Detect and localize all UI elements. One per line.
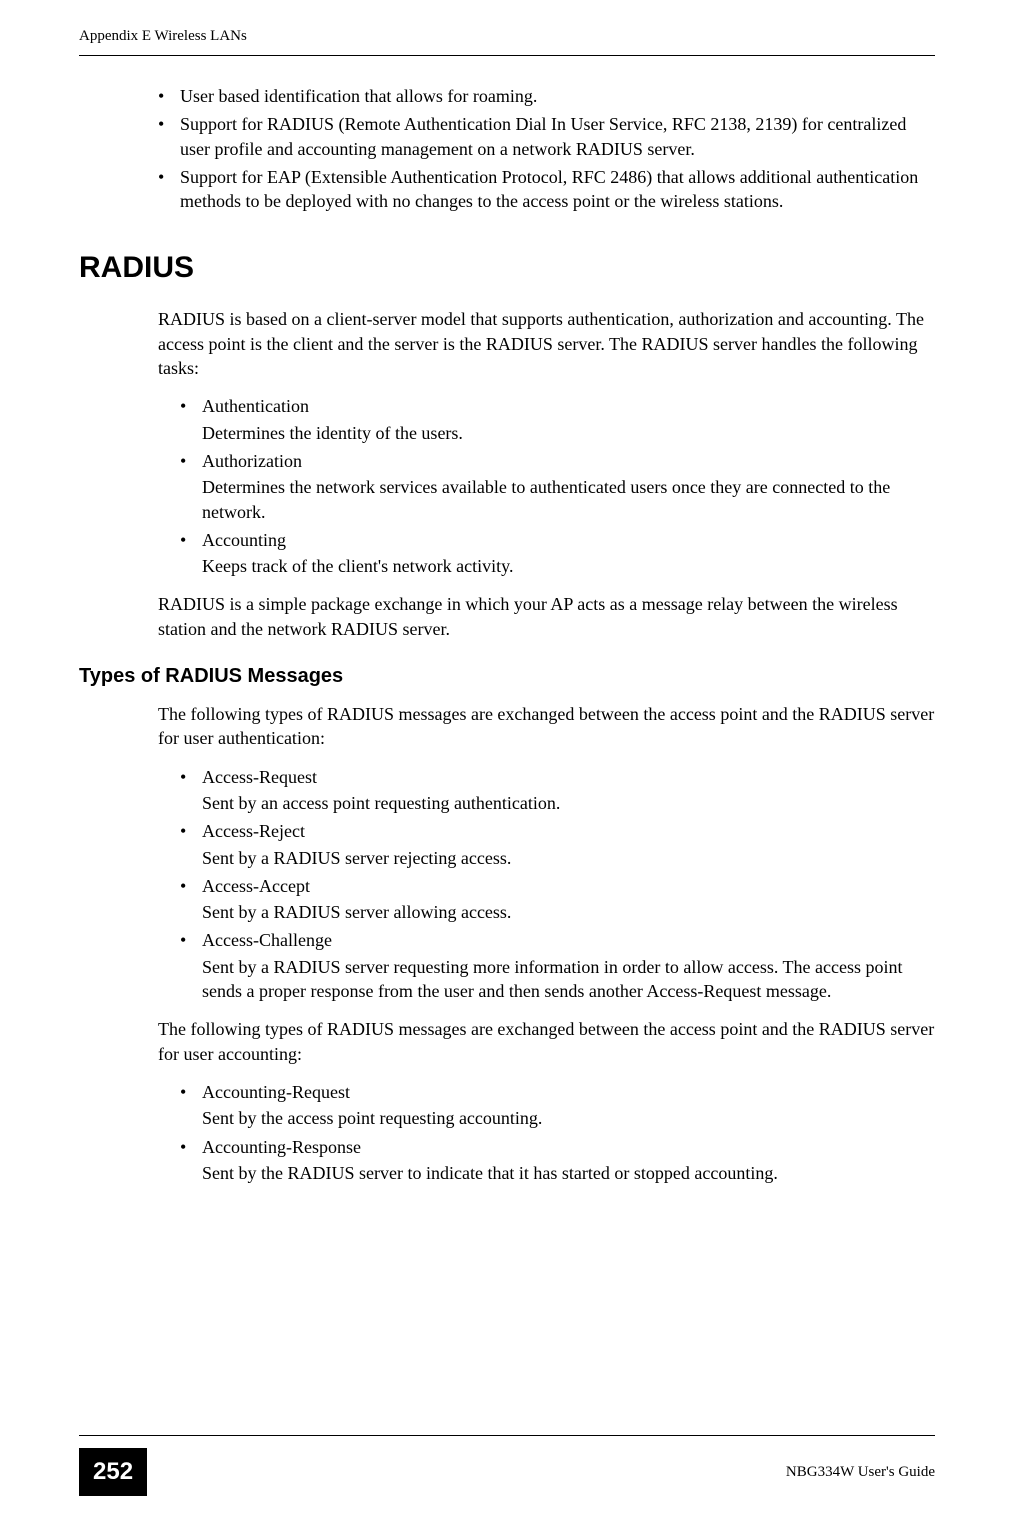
header-divider bbox=[79, 55, 935, 56]
message-title: Access-Challenge bbox=[202, 928, 332, 952]
message-title: Access-Accept bbox=[202, 874, 310, 898]
radius-intro-para: RADIUS is based on a client-server model… bbox=[158, 307, 935, 380]
footer-divider bbox=[79, 1435, 935, 1436]
bullet-marker: • bbox=[180, 928, 202, 952]
header-left: Appendix E Wireless LANs bbox=[79, 28, 247, 45]
footer-row: 252 NBG334W User's Guide bbox=[79, 1448, 935, 1496]
message-item: • Accounting-Request Sent by the access … bbox=[180, 1080, 935, 1131]
page-footer: 252 NBG334W User's Guide bbox=[0, 1435, 1014, 1496]
bullet-marker: • bbox=[180, 1135, 202, 1159]
message-item: • Access-Request Sent by an access point… bbox=[180, 765, 935, 816]
intro-bullet-list: • User based identification that allows … bbox=[158, 84, 935, 213]
radius-tasks-list: • Authentication Determines the identity… bbox=[180, 394, 935, 578]
task-desc: Keeps track of the client's network acti… bbox=[202, 554, 935, 578]
message-title: Access-Reject bbox=[202, 819, 305, 843]
page-number: 252 bbox=[79, 1448, 147, 1496]
page-header: Appendix E Wireless LANs bbox=[0, 0, 1014, 55]
bullet-marker: • bbox=[180, 874, 202, 898]
message-desc: Sent by a RADIUS server allowing access. bbox=[202, 900, 935, 924]
message-title: Accounting-Response bbox=[202, 1135, 361, 1159]
bullet-marker: • bbox=[158, 165, 180, 214]
message-desc: Sent by an access point requesting authe… bbox=[202, 791, 935, 815]
page-content: • User based identification that allows … bbox=[0, 84, 1014, 1185]
bullet-marker: • bbox=[158, 84, 180, 108]
auth-messages-list: • Access-Request Sent by an access point… bbox=[180, 765, 935, 1004]
task-title: Accounting bbox=[202, 528, 286, 552]
bullet-item: • Support for RADIUS (Remote Authenticat… bbox=[158, 112, 935, 161]
radius-outro-para: RADIUS is a simple package exchange in w… bbox=[158, 592, 935, 641]
message-item: • Access-Challenge Sent by a RADIUS serv… bbox=[180, 928, 935, 1003]
task-title: Authorization bbox=[202, 449, 302, 473]
bullet-marker: • bbox=[180, 765, 202, 789]
task-item: • Authentication Determines the identity… bbox=[180, 394, 935, 445]
bullet-marker: • bbox=[158, 112, 180, 161]
heading-types: Types of RADIUS Messages bbox=[79, 665, 935, 688]
task-item: • Authorization Determines the network s… bbox=[180, 449, 935, 524]
message-desc: Sent by the RADIUS server to indicate th… bbox=[202, 1161, 935, 1185]
accounting-intro-para: The following types of RADIUS messages a… bbox=[158, 1017, 935, 1066]
bullet-marker: • bbox=[180, 449, 202, 473]
message-item: • Access-Reject Sent by a RADIUS server … bbox=[180, 819, 935, 870]
bullet-marker: • bbox=[180, 394, 202, 418]
message-item: • Access-Accept Sent by a RADIUS server … bbox=[180, 874, 935, 925]
message-item: • Accounting-Response Sent by the RADIUS… bbox=[180, 1135, 935, 1186]
accounting-messages-list: • Accounting-Request Sent by the access … bbox=[180, 1080, 935, 1185]
bullet-marker: • bbox=[180, 819, 202, 843]
bullet-marker: • bbox=[180, 528, 202, 552]
task-title: Authentication bbox=[202, 394, 309, 418]
message-desc: Sent by a RADIUS server rejecting access… bbox=[202, 846, 935, 870]
message-title: Access-Request bbox=[202, 765, 317, 789]
bullet-text: Support for RADIUS (Remote Authenticatio… bbox=[180, 112, 935, 161]
bullet-item: • Support for EAP (Extensible Authentica… bbox=[158, 165, 935, 214]
bullet-text: Support for EAP (Extensible Authenticati… bbox=[180, 165, 935, 214]
messages-intro-para: The following types of RADIUS messages a… bbox=[158, 702, 935, 751]
task-desc: Determines the network services availabl… bbox=[202, 475, 935, 524]
footer-guide-text: NBG334W User's Guide bbox=[786, 1464, 935, 1481]
heading-radius: RADIUS bbox=[79, 251, 935, 285]
bullet-text: User based identification that allows fo… bbox=[180, 84, 935, 108]
bullet-marker: • bbox=[180, 1080, 202, 1104]
task-desc: Determines the identity of the users. bbox=[202, 421, 935, 445]
message-title: Accounting-Request bbox=[202, 1080, 350, 1104]
message-desc: Sent by a RADIUS server requesting more … bbox=[202, 955, 935, 1004]
task-item: • Accounting Keeps track of the client's… bbox=[180, 528, 935, 579]
bullet-item: • User based identification that allows … bbox=[158, 84, 935, 108]
message-desc: Sent by the access point requesting acco… bbox=[202, 1106, 935, 1130]
